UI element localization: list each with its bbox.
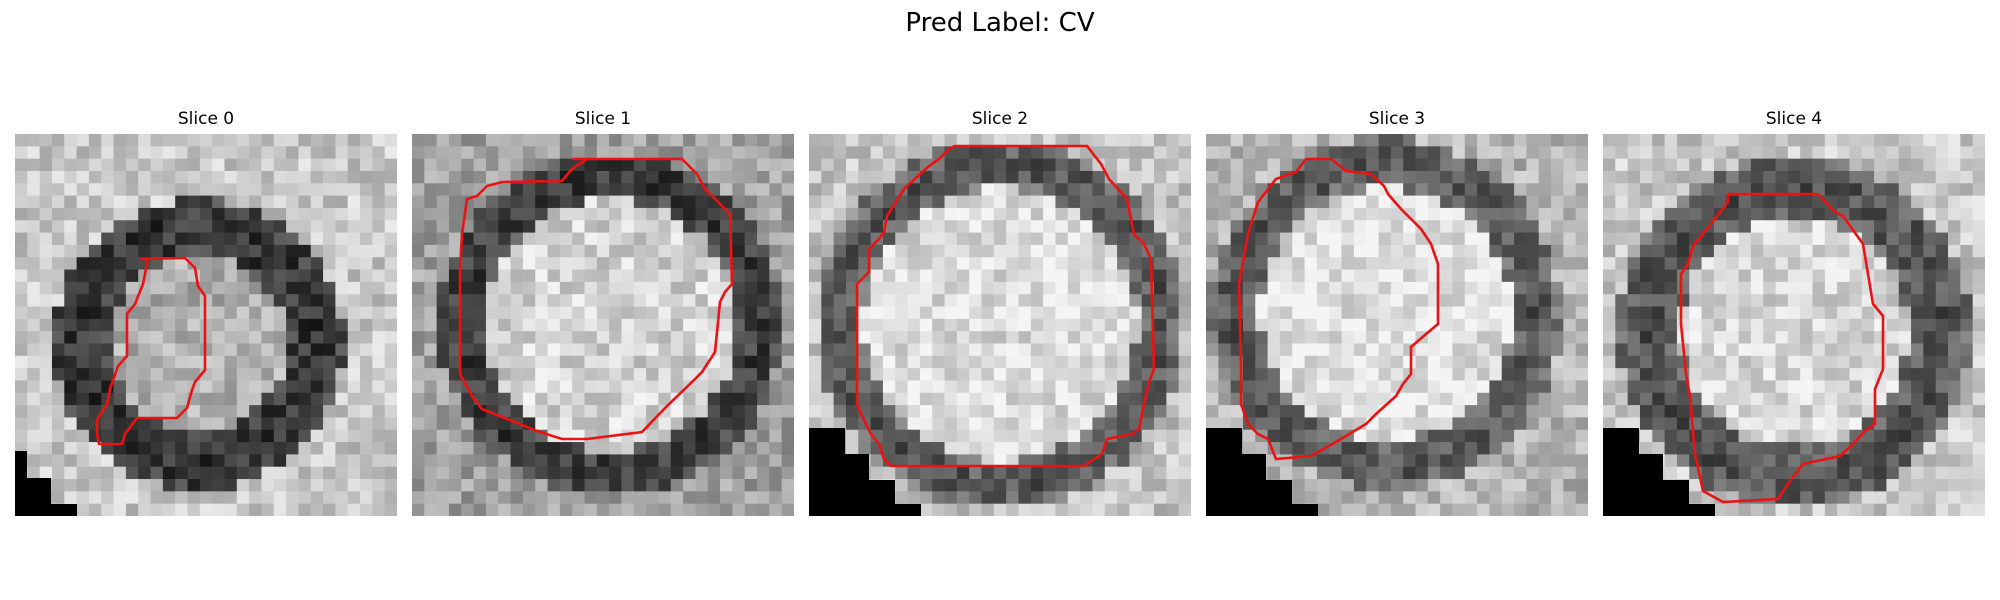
slice-image-2 [809,134,1191,516]
pixel-grid [412,134,794,516]
corner-mask [895,504,921,516]
corner-mask [845,454,869,516]
corner-mask [1292,504,1318,516]
slice-title: Slice 2 [971,109,1029,129]
corner-mask [27,478,51,516]
corner-mask [1689,504,1715,516]
corner-mask [1663,480,1689,516]
corner-mask [809,428,845,516]
slice-image-0 [15,134,397,516]
slice-title: Slice 4 [1765,109,1823,129]
figure-title: Pred Label: CV [905,8,1095,38]
pixel-grid [15,134,397,516]
predicted-contour [1237,157,1440,461]
slice-image-4 [1603,134,1985,516]
corner-mask [1266,480,1292,516]
pixel-grid [1603,134,1985,516]
slice-image-3 [1206,134,1588,516]
pixel-grid [809,134,1191,516]
slice-image-1 [412,134,794,516]
slice-title: Slice 3 [1368,109,1426,129]
slice-title: Slice 1 [574,109,632,129]
predicted-contour [855,144,1156,468]
corner-mask [869,480,895,516]
corner-mask [1603,428,1639,516]
predicted-contour [95,256,207,446]
corner-mask [51,504,77,516]
predicted-contour [458,157,734,441]
corner-mask [15,451,27,516]
corner-mask [1206,428,1242,516]
slice-title: Slice 0 [177,109,235,129]
corner-mask [1242,454,1266,516]
predicted-contour [1679,192,1885,504]
corner-mask [1639,454,1663,516]
